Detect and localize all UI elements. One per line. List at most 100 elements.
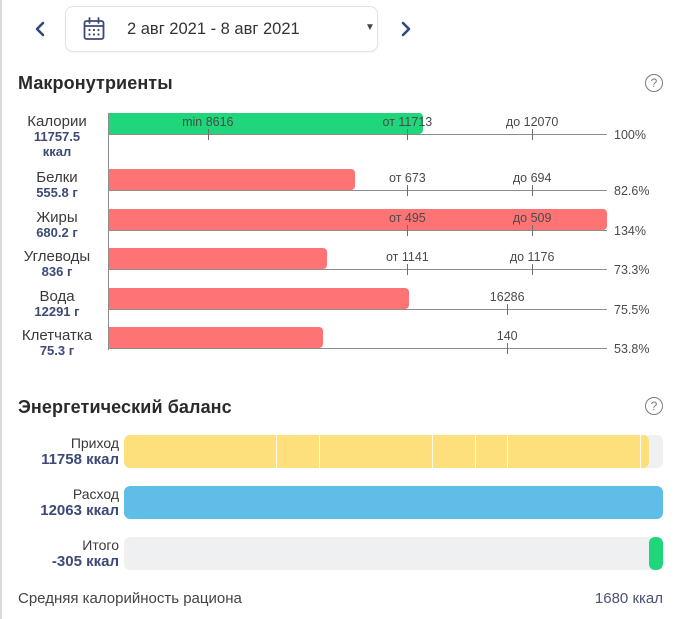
macro-percent: 134% bbox=[614, 224, 646, 238]
macro-percent: 75.5% bbox=[614, 303, 650, 317]
macro-amount: 555.8 bbox=[36, 185, 69, 200]
macro-unit: г bbox=[68, 343, 75, 358]
macro-name: Клетчатка bbox=[21, 327, 93, 344]
macro-row-water: Вода 12291 г 16286 75.5% bbox=[0, 288, 680, 319]
tick-mark bbox=[507, 304, 509, 315]
chevron-left-icon bbox=[35, 21, 45, 37]
tick-mark bbox=[532, 185, 534, 196]
macro-name: Калории bbox=[27, 113, 87, 130]
intake-segment bbox=[124, 435, 277, 468]
macro-baseline bbox=[108, 269, 607, 270]
tick-mark bbox=[532, 264, 534, 275]
date-range-label: 2 авг 2021 - 8 авг 2021 bbox=[127, 20, 300, 38]
tick-label: до 694 bbox=[512, 171, 552, 185]
avg-calories-label: Средняя калорийность рациона bbox=[18, 590, 242, 607]
macro-amount: 836 bbox=[41, 264, 64, 279]
macro-baseline bbox=[108, 230, 607, 231]
intake-segment bbox=[318, 435, 433, 468]
energy-help-icon[interactable]: ? bbox=[645, 397, 663, 415]
macro-name: Углеводы bbox=[23, 248, 91, 265]
macro-label: Жиры 680.2 г bbox=[8, 210, 106, 240]
macro-bar-fill bbox=[109, 113, 423, 134]
tick-mark bbox=[207, 129, 209, 140]
prev-week-button[interactable] bbox=[34, 20, 48, 38]
intake-segment bbox=[506, 435, 641, 468]
tick-label: от 11713 bbox=[382, 115, 433, 129]
window-edge bbox=[0, 0, 2, 619]
energy-title: Энергетический баланс bbox=[18, 397, 232, 417]
macro-percent: 100% bbox=[614, 128, 646, 142]
macro-row-fiber: Клетчатка 75.3 г 140 53.8% bbox=[0, 327, 680, 358]
macros-help-icon[interactable]: ? bbox=[645, 74, 663, 92]
macro-percent: 53.8% bbox=[614, 342, 650, 356]
intake-bar-fill bbox=[124, 435, 650, 468]
macro-unit: г bbox=[72, 185, 78, 200]
macro-label: Вода 12291 г bbox=[8, 289, 106, 319]
tick-mark bbox=[532, 225, 534, 236]
macro-amount: 11757.5 bbox=[33, 129, 81, 144]
next-week-button[interactable] bbox=[398, 20, 412, 38]
energy-value: -305 ккал bbox=[51, 553, 119, 570]
macro-amount: 680.2 bbox=[36, 225, 69, 240]
macro-amount: 12291 bbox=[34, 304, 71, 319]
intake-segment bbox=[640, 435, 650, 468]
macro-baseline bbox=[108, 190, 607, 191]
macro-unit: г bbox=[66, 264, 73, 279]
macro-unit: г bbox=[74, 304, 80, 319]
macro-row-carbs: Углеводы 836 г от 1141 до 1176 73.3% bbox=[0, 248, 680, 279]
macro-bar-fill bbox=[109, 248, 328, 269]
energy-row-expense: Расход 12063 ккал bbox=[0, 486, 680, 519]
macro-value: 12291 г bbox=[8, 304, 106, 319]
expense-bar-fill bbox=[124, 486, 663, 519]
tick-label: до 12070 bbox=[505, 115, 559, 129]
macro-chart-axis bbox=[108, 113, 109, 350]
energy-name: Итого bbox=[82, 537, 119, 553]
macro-bar-fill bbox=[109, 288, 410, 309]
tick-mark bbox=[532, 129, 534, 140]
energy-label: Расход 12063 ккал bbox=[0, 486, 119, 520]
macro-bar-fill bbox=[109, 327, 323, 348]
macro-unit: ккал bbox=[42, 144, 72, 159]
macro-bar-fill bbox=[109, 169, 356, 190]
intake-segment bbox=[474, 435, 507, 468]
macros-title: Макронутриенты bbox=[18, 73, 173, 93]
energy-name: Приход bbox=[70, 435, 119, 451]
calendar-icon bbox=[83, 17, 105, 40]
macro-row-calories: Калории 11757.5 ккал min 8616 от 11713 д… bbox=[0, 113, 680, 159]
energy-label: Приход 11758 ккал bbox=[0, 435, 119, 469]
macro-label: Углеводы 836 г bbox=[8, 249, 106, 279]
tick-mark bbox=[407, 185, 409, 196]
macro-label: Белки 555.8 г bbox=[8, 170, 106, 200]
intake-track bbox=[124, 435, 663, 468]
energy-row-intake: Приход 11758 ккал bbox=[0, 435, 680, 468]
tick-label: до 509 bbox=[512, 211, 552, 225]
intake-segment bbox=[432, 435, 475, 468]
energy-value: 11758 ккал bbox=[41, 451, 119, 468]
macro-unit: г bbox=[72, 225, 78, 240]
energy-label: Итого -305 ккал bbox=[0, 537, 119, 571]
tick-label: от 1141 bbox=[386, 250, 429, 264]
caret-down-icon: ▼ bbox=[365, 22, 375, 33]
macro-value: 11757.5 ккал bbox=[8, 129, 106, 159]
avg-calories-value: 1680 ккал bbox=[594, 590, 663, 607]
tick-mark bbox=[407, 225, 409, 236]
macro-percent: 73.3% bbox=[614, 263, 650, 277]
tick-label: 16286 bbox=[489, 290, 525, 304]
tick-mark bbox=[407, 264, 409, 275]
tick-mark bbox=[407, 129, 409, 140]
macro-baseline bbox=[108, 309, 607, 310]
tick-mark bbox=[507, 343, 509, 354]
date-range-picker[interactable]: 2 авг 2021 - 8 авг 2021 ▼ bbox=[65, 6, 378, 52]
macro-value: 680.2 г bbox=[8, 225, 106, 240]
macro-name: Жиры bbox=[36, 209, 78, 226]
expense-track bbox=[124, 486, 663, 519]
macro-row-fat: Жиры 680.2 г от 495 до 509 134% bbox=[0, 209, 680, 240]
macro-baseline bbox=[108, 134, 607, 135]
macro-row-protein: Белки 555.8 г от 673 до 694 82.6% bbox=[0, 169, 680, 200]
tick-label: min 8616 bbox=[182, 115, 234, 129]
total-bar-fill bbox=[649, 537, 663, 570]
macro-value: 555.8 г bbox=[8, 185, 106, 200]
total-track bbox=[124, 537, 663, 570]
intake-segment bbox=[276, 435, 319, 468]
macro-name: Белки bbox=[36, 169, 78, 186]
